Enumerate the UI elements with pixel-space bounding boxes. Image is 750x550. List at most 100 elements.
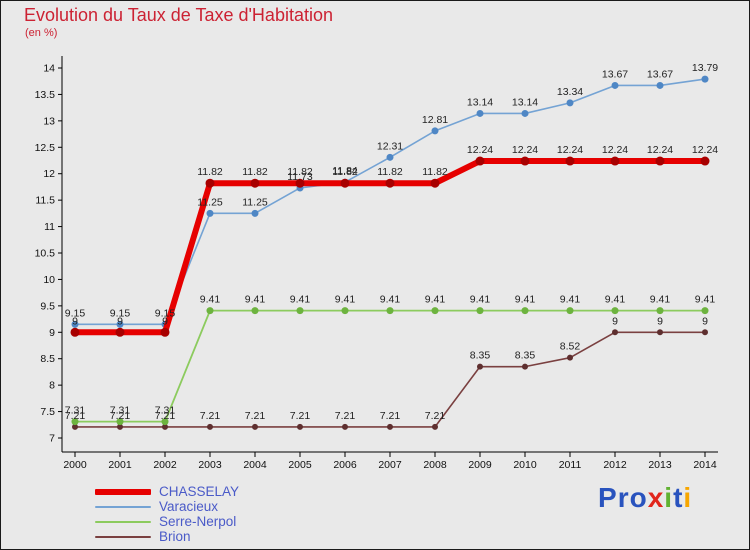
y-tick-label: 12 [43, 168, 55, 180]
data-point [565, 156, 575, 166]
value-label: 9.41 [560, 294, 581, 306]
data-point [521, 109, 529, 117]
data-point [385, 178, 395, 188]
data-point [430, 178, 440, 188]
value-label: 9.41 [515, 294, 536, 306]
logo-letter: r [617, 482, 630, 513]
data-point [160, 327, 170, 337]
legend-item-serre-nerpol: Serre-Nerpol [95, 515, 239, 529]
value-labels-chasselay: 9 9 9 11.82 11.82 11.82 11.82 11.82 11.82 12.24 12… [72, 144, 718, 327]
x-tick-label: 2006 [333, 459, 357, 471]
value-label: 7.21 [65, 410, 86, 422]
series-line [74, 78, 706, 326]
value-label: 13.34 [557, 86, 583, 98]
proxiti-logo: Proxiti [598, 482, 692, 514]
chart-title: Evolution du Taux de Taxe d'Habitation [24, 5, 333, 25]
data-point [71, 320, 79, 328]
data-point [71, 418, 79, 426]
legend-item-varacieux: Varacieux [95, 500, 239, 514]
x-tick-label: 2007 [378, 459, 402, 471]
data-point [612, 329, 618, 336]
y-tick-label: 10 [43, 274, 55, 286]
value-label: 9 [162, 315, 168, 327]
data-point [252, 423, 258, 430]
logo-letter: i [683, 482, 693, 513]
value-label: 9.41 [650, 294, 671, 306]
data-point [476, 109, 484, 117]
value-label: 7.21 [155, 410, 176, 422]
data-point [386, 307, 394, 315]
data-point [475, 156, 485, 166]
logo-letter: o [629, 482, 648, 513]
value-label: 9.41 [695, 294, 716, 306]
x-tick-label: 2009 [468, 459, 492, 471]
value-label: 9.41 [245, 294, 266, 306]
y-tick-label: 11.5 [35, 195, 55, 207]
value-label: 7.21 [200, 410, 221, 422]
data-point [656, 81, 664, 89]
x-tick-label: 2008 [423, 459, 447, 471]
value-label: 12.31 [377, 140, 403, 152]
series-brion [72, 329, 708, 430]
data-point [477, 363, 483, 370]
legend-label: Varacieux [159, 499, 219, 514]
value-label: 13.67 [647, 68, 673, 80]
data-point [295, 178, 305, 188]
data-point [340, 178, 350, 188]
value-label: 9.41 [200, 294, 221, 306]
series-chasselay [70, 156, 710, 337]
value-label: 7.31 [110, 405, 131, 417]
value-label: 9 [117, 315, 123, 327]
data-point [610, 156, 620, 166]
data-point [431, 307, 439, 315]
data-point [701, 307, 709, 315]
value-label: 13.14 [467, 96, 493, 108]
value-label: 13.67 [602, 68, 628, 80]
value-label: 9 [657, 315, 663, 327]
x-tick-label: 2013 [648, 459, 672, 471]
value-label: 12.24 [647, 144, 673, 156]
data-point [656, 307, 664, 315]
data-point [431, 127, 439, 135]
legend: CHASSELAY Varacieux Serre-Nerpol Brion [95, 485, 239, 544]
y-tick-label: 11 [44, 221, 55, 233]
value-label: 7.31 [155, 405, 176, 417]
value-label: 7.21 [290, 410, 311, 422]
value-label: 12.24 [557, 144, 583, 156]
data-point [566, 307, 574, 315]
y-tick-label: 8.5 [40, 353, 55, 365]
value-label: 11.84 [332, 165, 358, 177]
tax-rate-line-chart: 7 7.5 8 8.5 9 9.5 10 10.5 11 11.5 12 12.5 13 13.5 14 20… [35, 56, 719, 471]
logo-letter: t [673, 482, 684, 513]
legend-item-brion: Brion [95, 530, 239, 544]
data-point [387, 423, 393, 430]
value-label: 9.41 [335, 294, 356, 306]
value-labels-varacieux: 9.15 9.15 9.15 11.25 11.25 11.73 11.84 12.31 12.… [65, 62, 719, 319]
data-point [161, 418, 169, 426]
value-label: 11.25 [242, 196, 268, 208]
data-point [116, 320, 124, 328]
data-point [205, 178, 215, 188]
data-point [206, 307, 214, 315]
value-label: 7.21 [110, 410, 131, 422]
value-label: 11.73 [287, 171, 313, 183]
data-point [296, 307, 304, 315]
x-tick-label: 2000 [63, 459, 87, 471]
data-point [521, 307, 529, 315]
data-point [341, 307, 349, 315]
value-label: 8.35 [470, 350, 491, 362]
value-labels-serre-nerpol: 7.31 7.31 7.31 9.41 9.41 9.41 9.41 9.41 9.41 9.41… [65, 294, 716, 417]
y-tick-label: 12.5 [35, 142, 56, 154]
value-label: 8.35 [515, 350, 536, 362]
data-point [115, 327, 125, 337]
data-point [342, 423, 348, 430]
data-point [207, 423, 213, 430]
value-label: 11.82 [197, 166, 223, 178]
data-point [655, 156, 665, 166]
value-label: 7.21 [245, 410, 266, 422]
data-point [611, 81, 619, 89]
series-serre-nerpol [71, 307, 709, 426]
value-label: 7.31 [65, 405, 86, 417]
value-label: 9 [702, 315, 708, 327]
legend-item-chasselay: CHASSELAY [95, 485, 239, 499]
